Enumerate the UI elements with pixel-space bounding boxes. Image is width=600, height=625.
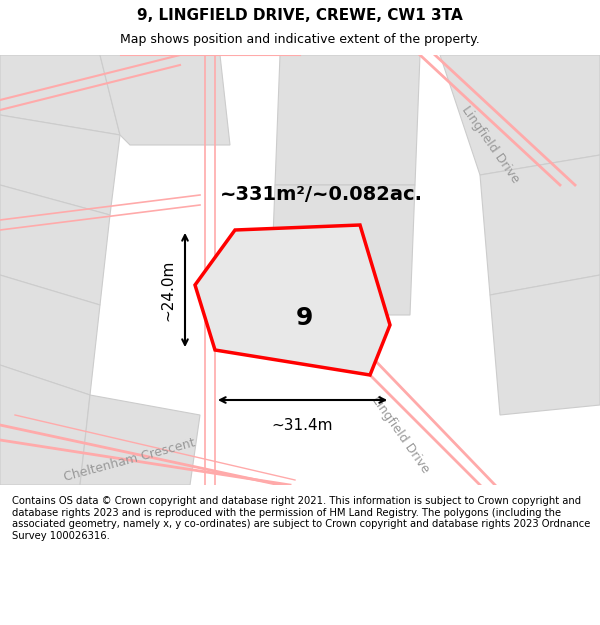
- Text: Contains OS data © Crown copyright and database right 2021. This information is : Contains OS data © Crown copyright and d…: [12, 496, 590, 541]
- Polygon shape: [0, 185, 110, 305]
- Polygon shape: [100, 55, 230, 145]
- Polygon shape: [490, 275, 600, 415]
- Text: 9, LINGFIELD DRIVE, CREWE, CW1 3TA: 9, LINGFIELD DRIVE, CREWE, CW1 3TA: [137, 8, 463, 23]
- Polygon shape: [80, 395, 200, 485]
- Polygon shape: [0, 365, 90, 485]
- Polygon shape: [270, 185, 415, 315]
- Text: Lingfield Drive: Lingfield Drive: [368, 394, 431, 476]
- Text: ~331m²/~0.082ac.: ~331m²/~0.082ac.: [220, 186, 423, 204]
- Polygon shape: [0, 115, 120, 215]
- Text: ~24.0m: ~24.0m: [160, 259, 175, 321]
- Polygon shape: [440, 55, 600, 175]
- Text: Lingfield Drive: Lingfield Drive: [458, 104, 521, 186]
- Polygon shape: [0, 55, 120, 135]
- Polygon shape: [480, 155, 600, 295]
- Polygon shape: [275, 55, 420, 185]
- Text: 9: 9: [295, 306, 313, 331]
- Text: ~31.4m: ~31.4m: [272, 418, 333, 433]
- Text: Map shows position and indicative extent of the property.: Map shows position and indicative extent…: [120, 33, 480, 46]
- Polygon shape: [0, 275, 100, 395]
- Polygon shape: [195, 225, 390, 375]
- Text: Cheltenham Crescent: Cheltenham Crescent: [63, 436, 197, 484]
